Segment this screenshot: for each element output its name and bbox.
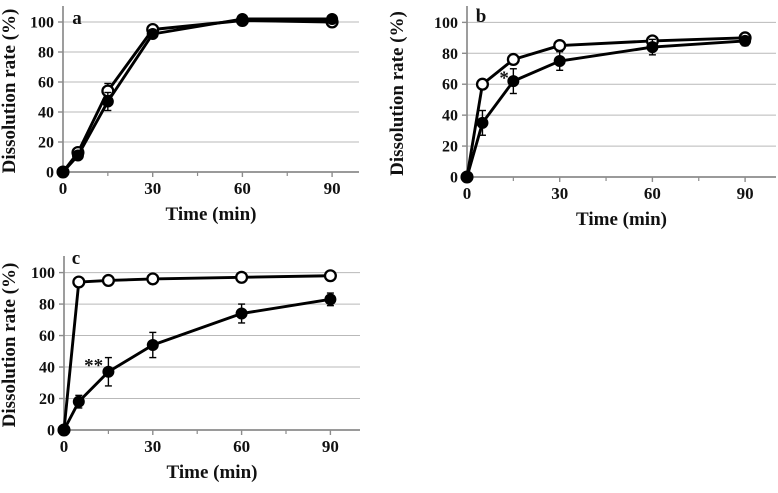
filled-circle-marker xyxy=(146,338,159,351)
y-tick-label: 40 xyxy=(442,108,458,125)
panel-label: b xyxy=(476,6,487,27)
y-tick-label: 20 xyxy=(38,135,54,152)
series-open-circle xyxy=(57,269,337,437)
y-tick-label: 40 xyxy=(39,360,55,377)
chart-c-svg: 0 20 40 60 80 100 0 30 60 90 ** c Time (min) Dissolut… xyxy=(0,248,360,483)
x-tick-label: 30 xyxy=(551,184,568,203)
open-circle-marker xyxy=(506,52,520,67)
chart-panel-a: 0 20 40 60 80 100 0 30 60 90 a Time (min) Dissolutio… xyxy=(0,0,382,236)
open-circle-line xyxy=(465,36,747,179)
significance-annotation: ** xyxy=(84,355,103,376)
x-tick-label: 60 xyxy=(234,179,251,198)
filled-circle-marker xyxy=(101,95,114,108)
series-filled-circle xyxy=(57,292,337,437)
y-tick-label: 20 xyxy=(442,139,458,156)
y-tick-label: 100 xyxy=(31,265,55,282)
filled-circle-marker xyxy=(326,13,339,26)
filled-circle-marker xyxy=(72,395,85,408)
y-tick-label: 0 xyxy=(47,423,55,440)
y-tick-label: 0 xyxy=(450,170,458,187)
y-axis-title: Dissolution rate (%) xyxy=(388,11,408,176)
x-tick-label: 0 xyxy=(463,184,472,203)
y-tick-label: 100 xyxy=(30,15,54,32)
filled-circle-line xyxy=(465,39,747,179)
x-axis-title: Time (min) xyxy=(167,462,258,483)
x-tick-label: 60 xyxy=(644,184,661,203)
x-tick-label: 90 xyxy=(737,184,754,203)
open-circle-line xyxy=(61,19,334,174)
significance-annotation: * xyxy=(499,68,509,89)
x-tick-label: 90 xyxy=(324,179,341,198)
y-tick-label: 0 xyxy=(46,165,54,182)
open-circle-line xyxy=(62,274,332,432)
chart-panel-c: 0 20 40 60 80 100 0 30 60 90 ** c Time (min) Dissolut… xyxy=(0,240,400,493)
y-tick-label: 60 xyxy=(38,75,54,92)
x-tick-label: 0 xyxy=(60,437,69,456)
x-tick-label: 30 xyxy=(144,179,161,198)
filled-circle-marker xyxy=(56,166,69,179)
y-tick-label: 80 xyxy=(442,46,458,63)
y-axis-title: Dissolution rate (%) xyxy=(0,9,20,174)
x-axis-title: Time (min) xyxy=(166,204,257,225)
panel-label: a xyxy=(72,8,82,29)
x-tick-label: 30 xyxy=(144,437,161,456)
y-tick-label: 60 xyxy=(39,328,55,345)
open-circle-marker xyxy=(553,39,567,53)
y-tick-label: 100 xyxy=(434,15,458,32)
y-tick-label: 80 xyxy=(39,297,55,314)
series-open-circle xyxy=(56,13,339,179)
y-tick-label: 20 xyxy=(39,391,55,408)
open-circle-marker xyxy=(475,77,489,91)
filled-circle-marker xyxy=(102,365,115,378)
filled-circle-marker xyxy=(236,13,249,26)
y-axis-title: Dissolution rate (%) xyxy=(0,263,20,428)
filled-circle-marker xyxy=(460,171,473,184)
filled-circle-marker xyxy=(71,149,84,162)
series-filled-circle xyxy=(460,34,752,184)
y-tick-label: 40 xyxy=(38,105,54,122)
y-tick-label: 60 xyxy=(442,77,458,94)
y-tick-label: 80 xyxy=(38,45,54,62)
filled-circle-marker xyxy=(476,116,489,129)
chart-a-svg: 0 20 40 60 80 100 0 30 60 90 a Time (min) Dissolutio… xyxy=(0,6,359,225)
series-filled-circle xyxy=(56,13,339,179)
open-circle-marker xyxy=(235,270,249,284)
open-circle-marker xyxy=(72,275,86,289)
filled-circle-line xyxy=(62,297,332,432)
filled-circle-marker xyxy=(146,28,159,41)
chart-panel-b: 0 20 40 60 80 100 0 30 60 90 * b Time (min) Dissoluti… xyxy=(388,0,778,236)
filled-circle-marker xyxy=(235,307,248,320)
filled-circle-marker xyxy=(324,293,337,306)
panel-label: c xyxy=(72,248,80,269)
filled-circle-marker xyxy=(553,55,566,68)
chart-b-svg: 0 20 40 60 80 100 0 30 60 90 * b Time (min) Dissoluti… xyxy=(388,6,776,230)
filled-circle-marker xyxy=(57,424,70,437)
open-circle-marker xyxy=(323,269,337,283)
filled-circle-marker xyxy=(646,41,659,54)
x-tick-label: 60 xyxy=(233,437,250,456)
filled-circle-marker xyxy=(739,34,752,47)
x-axis-title: Time (min) xyxy=(576,209,667,230)
x-tick-label: 90 xyxy=(322,437,339,456)
open-circle-marker xyxy=(101,273,115,288)
x-tick-label: 0 xyxy=(59,179,68,198)
open-circle-marker xyxy=(146,272,160,286)
filled-circle-marker xyxy=(507,75,520,88)
